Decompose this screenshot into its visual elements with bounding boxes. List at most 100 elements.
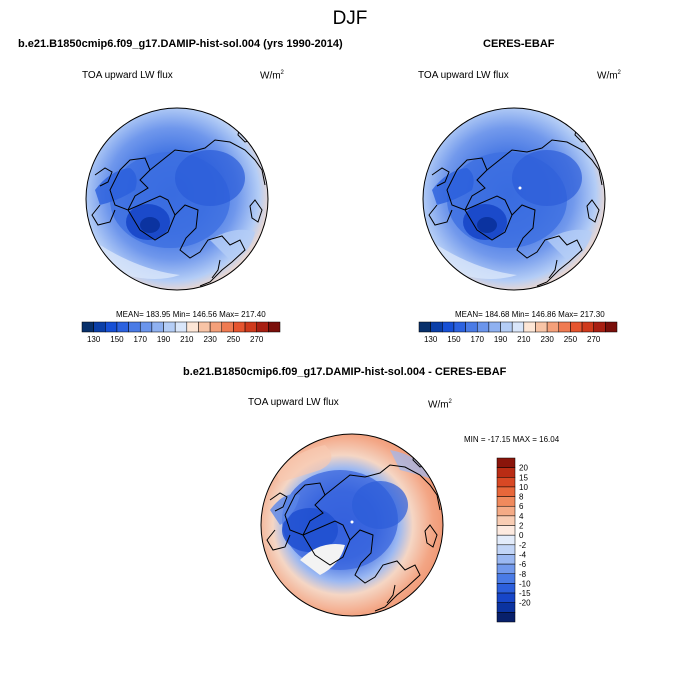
colorbar-tick-label: 20 — [519, 464, 528, 473]
panel1-unit: W/m2 — [260, 70, 284, 82]
colorbar-swatch — [453, 321, 466, 333]
colorbar-swatch — [81, 321, 94, 333]
colorbar-tick-label: 10 — [519, 483, 528, 492]
colorbar-tick-label: 250 — [564, 335, 578, 344]
colorbar-tick-label: 190 — [494, 335, 508, 344]
colorbar-swatch — [496, 505, 516, 517]
colorbar-tick-label: -4 — [519, 550, 527, 559]
colorbar-swatch — [593, 321, 606, 333]
colorbar-panel1: 130 150 170 190 210 230 250 270 — [81, 321, 281, 344]
colorbar-tick-label: 230 — [203, 335, 217, 344]
colorbar-tick-label: -6 — [519, 560, 527, 569]
colorbar-swatch — [209, 321, 223, 333]
colorbar-swatch — [442, 321, 455, 333]
colorbar-swatch — [570, 321, 583, 333]
colorbar-tick-label: 210 — [517, 335, 531, 344]
colorbar-tick-label: -15 — [519, 589, 531, 598]
colorbar-swatch — [523, 321, 536, 333]
colorbar-swatch — [268, 321, 281, 333]
colorbar-tick-label: 270 — [250, 335, 264, 344]
colorbar-swatch — [558, 321, 571, 333]
map2-border — [422, 107, 606, 291]
colorbar-swatch — [128, 321, 141, 333]
colorbar-swatch — [581, 321, 594, 333]
colorbar-swatch — [605, 321, 618, 333]
panel2-title: CERES-EBAF — [483, 38, 555, 50]
colorbar-tick-label: -10 — [519, 579, 531, 588]
colorbar-swatch — [496, 583, 516, 594]
colorbar-swatch — [430, 321, 443, 333]
colorbar-swatch — [496, 515, 516, 526]
panel1-stats: MEAN= 183.95 Min= 146.56 Max= 217.40 — [116, 310, 266, 319]
colorbar-swatch — [535, 321, 548, 333]
colorbar-swatch — [496, 467, 516, 478]
colorbar-swatch — [500, 321, 513, 333]
panel1-variable: TOA upward LW flux — [82, 70, 173, 81]
colorbar-swatch — [174, 321, 188, 333]
colorbar-tick-label: -20 — [519, 599, 531, 608]
map-panel1 — [86, 108, 268, 290]
colorbar-swatch — [496, 457, 516, 468]
colorbar-swatch — [151, 321, 164, 333]
colorbar-swatch — [221, 321, 234, 333]
colorbar-tick-label: 270 — [587, 335, 601, 344]
colorbar-tick-label: 2 — [519, 522, 524, 531]
colorbar-swatch — [546, 321, 560, 333]
colorbar-tick-label: 250 — [227, 335, 241, 344]
colorbar-swatch — [496, 544, 516, 555]
colorbar-swatch — [496, 496, 516, 507]
colorbar-swatch — [244, 321, 257, 333]
colorbar-swatch — [511, 321, 525, 333]
colorbar-tick-label: 0 — [519, 531, 524, 540]
colorbar-swatch — [465, 321, 478, 333]
colorbar-swatch — [139, 321, 153, 333]
colorbar-tick-label: 4 — [519, 512, 524, 521]
colorbar-swatch — [418, 321, 431, 333]
colorbar-swatch — [488, 321, 501, 333]
colorbar-tick-label: 230 — [540, 335, 554, 344]
colorbar-swatch — [476, 321, 490, 333]
panel1-title: b.e21.B1850cmip6.f09_g17.DAMIP-hist-sol.… — [18, 38, 343, 50]
colorbar-tick-label: 170 — [134, 335, 148, 344]
colorbar-swatch — [496, 563, 516, 575]
colorbar-swatch — [496, 534, 516, 546]
panel3-title: b.e21.B1850cmip6.f09_g17.DAMIP-hist-sol.… — [183, 366, 507, 378]
colorbar-swatch — [496, 486, 516, 497]
colorbar-tick-label: 130 — [87, 335, 101, 344]
colorbar-swatch — [496, 592, 516, 603]
colorbar-swatch — [496, 525, 516, 536]
colorbar-tick-label: -2 — [519, 541, 527, 550]
colorbar-tick-label: 130 — [424, 335, 438, 344]
colorbar-tick-label: 150 — [110, 335, 124, 344]
colorbar-tick-label: -8 — [519, 570, 527, 579]
colorbar-swatch — [198, 321, 211, 333]
panel2-unit: W/m2 — [597, 70, 621, 82]
colorbar-swatch — [116, 321, 129, 333]
colorbar-swatch — [186, 321, 199, 333]
colorbar-tick-label: 150 — [447, 335, 461, 344]
colorbar-tick-label: 170 — [471, 335, 485, 344]
panel3-stats: MIN = -17.15 MAX = 16.04 — [464, 435, 560, 444]
panel3-unit: W/m2 — [428, 399, 452, 411]
colorbar-tick-label: 15 — [519, 473, 528, 482]
map3-border — [260, 433, 444, 617]
map-panel2 — [423, 108, 605, 290]
colorbar-swatch — [496, 554, 516, 565]
colorbar-swatch — [256, 321, 269, 333]
map1-border — [85, 107, 269, 291]
colorbar-swatch — [163, 321, 176, 333]
colorbar-swatch — [233, 321, 246, 333]
colorbar-swatch — [496, 477, 516, 488]
colorbar-tick-label: 190 — [157, 335, 171, 344]
figure-title: DJF — [332, 8, 368, 29]
colorbar-swatch — [93, 321, 106, 333]
colorbar-tick-label: 210 — [180, 335, 194, 344]
colorbar-tick-label: 8 — [519, 493, 524, 502]
colorbar-swatch — [496, 573, 516, 584]
panel2-variable: TOA upward LW flux — [418, 70, 509, 81]
panel2-stats: MEAN= 184.68 Min= 146.86 Max= 217.30 — [455, 310, 605, 319]
colorbar-tick-label: 6 — [519, 502, 524, 511]
colorbar-swatch — [105, 321, 118, 333]
